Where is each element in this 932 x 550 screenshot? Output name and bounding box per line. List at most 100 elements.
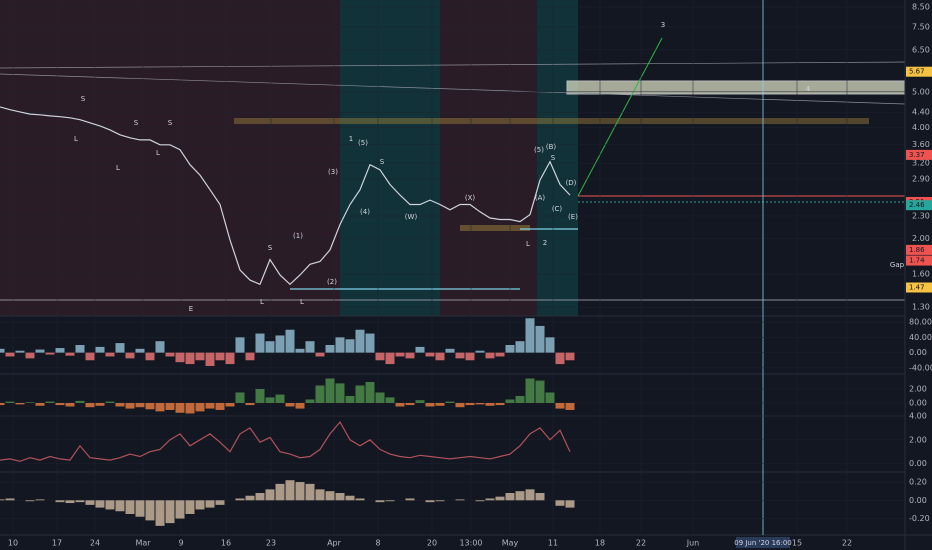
indicator-bar — [175, 402, 185, 413]
indicator-bar — [505, 493, 515, 501]
indicator-bar — [255, 493, 265, 501]
indicator-bar — [525, 378, 535, 403]
indicator-bar — [535, 380, 545, 403]
y-tick-label: 0.00 — [909, 459, 927, 468]
wave-label: 1 — [349, 135, 353, 143]
y-tick-label: 7.50 — [912, 22, 930, 31]
indicator-bar — [555, 500, 565, 506]
x-tick-label: 8 — [375, 539, 380, 548]
wave-label: (5) — [534, 146, 544, 154]
x-tick-label: 9 — [178, 539, 183, 548]
indicator-bar — [425, 402, 435, 407]
price-line — [0, 106, 571, 286]
indicator-bar — [215, 500, 225, 505]
x-tick-label: 17 — [52, 539, 62, 548]
indicator-bar — [215, 402, 225, 410]
indicator-bar — [115, 500, 125, 512]
y-tick-label: 80.00 — [909, 318, 932, 327]
indicator-bar — [455, 402, 465, 408]
indicator-bar — [445, 401, 455, 403]
indicator-bar — [555, 352, 565, 365]
price-tag — [906, 66, 932, 77]
indicator-bar — [505, 399, 515, 403]
indicator-bar — [145, 352, 155, 361]
indicator-bar — [0, 499, 5, 501]
indicator-bar — [155, 341, 165, 353]
wave-label: S — [81, 95, 86, 103]
indicator-bar — [195, 402, 205, 412]
indicator-bar — [535, 493, 545, 501]
indicator-bar — [515, 491, 525, 501]
indicator-bar — [255, 333, 265, 353]
indicator-bar — [325, 345, 335, 353]
indicator-bar — [185, 352, 195, 365]
indicator-bar — [285, 480, 295, 501]
y-tick-label: 0.00 — [909, 398, 927, 407]
wave-label: (2) — [327, 278, 337, 286]
y-tick-label: 4.00 — [912, 123, 930, 132]
indicator-bar — [455, 499, 465, 501]
y-tick-label: 2.00 — [909, 435, 927, 444]
indicator-bar — [345, 395, 355, 403]
wave-label: (E) — [568, 213, 578, 221]
price-tag-label: 2.46 — [909, 201, 925, 209]
indicator-bar — [325, 378, 335, 403]
wave-label: (W) — [405, 213, 418, 221]
indicator-bar — [525, 489, 535, 501]
x-tick-label: May — [502, 539, 519, 548]
indicator-bar — [165, 352, 175, 357]
x-tick-label: 20 — [427, 539, 437, 548]
y-tick-label: 0.00 — [909, 496, 927, 505]
indicator-bar — [85, 500, 95, 505]
indicator-bar — [225, 352, 235, 365]
indicator-bar — [55, 402, 65, 406]
price-tag-label: 1.74 — [909, 257, 925, 265]
indicator-bar — [375, 500, 385, 503]
wave-label: S — [268, 244, 273, 252]
indicator-bar — [105, 352, 115, 357]
indicator-bar — [465, 352, 475, 361]
wave-label: L — [74, 135, 78, 143]
price-tag-label: 3.37 — [909, 151, 925, 159]
indicator-bar — [405, 402, 415, 406]
y-tick-label: 2.30 — [912, 211, 930, 220]
wave-label: 4 — [806, 85, 811, 93]
wave-label: 2 — [543, 239, 547, 247]
y-tick-label: 6.50 — [912, 45, 930, 54]
indicator-bar — [335, 493, 345, 501]
indicator-bar — [205, 352, 215, 366]
indicator-bar — [565, 352, 575, 361]
indicator-bar — [335, 383, 345, 403]
indicator-bar — [0, 348, 5, 353]
indicator-bar — [25, 500, 35, 502]
indicator-bar — [405, 352, 415, 359]
indicator-bar — [285, 402, 295, 407]
indicator-bar — [395, 352, 405, 357]
projection — [577, 37, 663, 197]
indicator-bar — [205, 402, 215, 409]
indicator-bar — [135, 348, 145, 353]
indicator-bar — [335, 337, 345, 353]
price-tag-label: 5.67 — [909, 68, 925, 76]
indicator-bar — [265, 489, 275, 501]
x-tick-label: 11 — [548, 539, 558, 548]
y-tick-label: 2.00 — [909, 384, 927, 393]
indicator-bar — [315, 489, 325, 501]
wave-label: S — [380, 158, 385, 166]
price-tag — [906, 200, 932, 211]
indicator-bar — [115, 343, 125, 353]
indicator-bar — [315, 385, 325, 403]
indicator-bar — [135, 500, 145, 517]
indicator-bar — [95, 402, 105, 406]
indicator-bar — [15, 350, 25, 353]
y-tick-label: 40.00 — [909, 333, 932, 342]
indicator-bar — [25, 352, 35, 359]
wave-label: (3) — [328, 168, 338, 176]
indicator-bar — [345, 495, 355, 501]
indicator-bar — [315, 352, 325, 357]
x-tick-label: 15 — [792, 539, 802, 548]
zone — [340, 0, 440, 316]
price-tag-label: 1.86 — [909, 246, 925, 254]
y-tick-label: 4.40 — [912, 108, 930, 117]
indicator-bar — [295, 482, 305, 501]
